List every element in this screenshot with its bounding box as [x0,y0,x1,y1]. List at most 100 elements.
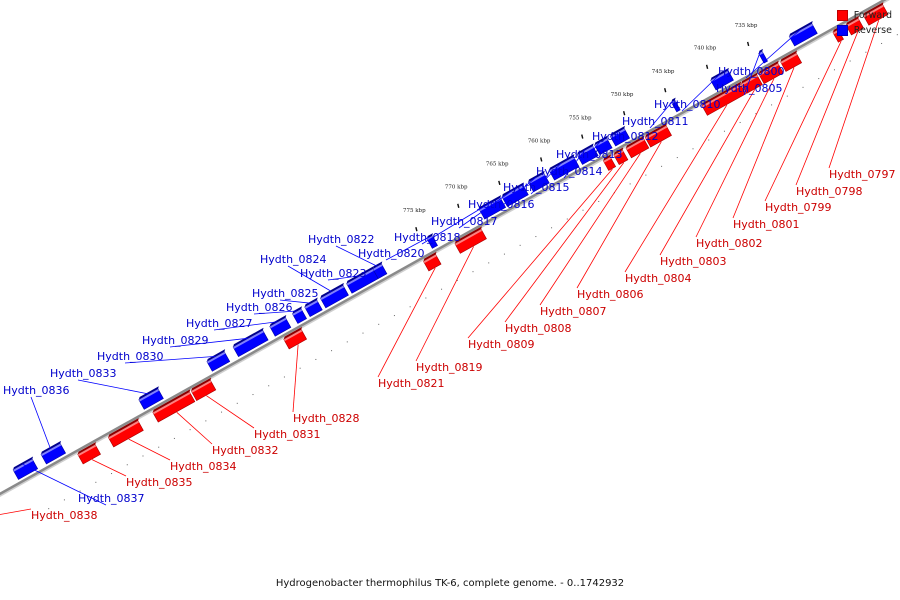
gene-block[interactable] [670,97,682,113]
gene-block[interactable] [548,154,581,181]
gene-label[interactable]: Hydth_0813 [556,148,623,161]
gene-block[interactable] [269,315,293,337]
ruler-tick-label: 745 kbp [652,69,675,75]
gene-block-top [789,21,813,37]
gene-block[interactable] [206,349,232,372]
gene-label[interactable]: Hydth_0821 [378,377,445,390]
gene-label[interactable]: Hydth_0808 [505,322,572,335]
gene-label[interactable]: Hydth_0807 [540,305,607,318]
gene-block[interactable] [319,282,350,309]
gene-block[interactable] [780,50,804,72]
gene-label[interactable]: Hydth_0815 [503,181,570,194]
gene-label[interactable]: Hydth_0800 [718,65,785,78]
gene-block[interactable] [788,21,819,47]
gene-label[interactable]: Hydth_0804 [625,272,692,285]
gene-label-layer: Hydth_0797 Hydth_0798 Hydth_0799 Hydth_0800… [0,20,896,522]
gene-label[interactable]: Hydth_0812 [592,130,659,143]
gene-block[interactable] [478,195,507,220]
gene-label[interactable]: Hydth_0826 [226,301,293,314]
ruler-tick-mark [581,134,584,139]
gene-label[interactable]: Hydth_0833 [50,367,117,380]
gene-block[interactable] [283,326,309,350]
gene-label[interactable]: Hydth_0803 [660,255,727,268]
gene-label[interactable]: Hydth_0832 [212,444,279,457]
gene-label[interactable]: Hydth_0809 [468,338,535,351]
gene-label[interactable]: Hydth_0816 [468,198,535,211]
ruler-dot [299,367,301,369]
ruler-tick-mark [746,41,750,47]
gene-block[interactable] [527,170,551,193]
gene-leader-line [504,162,625,323]
gene-block[interactable] [602,154,617,171]
gene-block-highlight [701,84,742,108]
gene-label[interactable]: Hydth_0825 [252,287,319,300]
gene-label[interactable]: Hydth_0814 [536,165,603,178]
gene-label[interactable]: Hydth_0827 [186,317,253,330]
gene-block[interactable] [845,15,865,36]
gene-label[interactable]: Hydth_0828 [293,412,360,425]
gene-label[interactable]: Hydth_0823 [300,267,367,280]
gene-label[interactable]: Hydth_0836 [3,384,70,397]
ruler-tick-label: 760 kbp [528,138,551,144]
gene-block[interactable] [454,226,488,254]
gene-block-highlight [846,18,860,28]
ruler-tick: 735 kbp [735,23,758,47]
gene-label[interactable]: Hydth_0798 [796,185,863,198]
gene-label[interactable]: Hydth_0811 [622,115,689,128]
gene-leader-line [385,236,430,261]
gene-label[interactable]: Hydth_0824 [260,253,327,266]
gene-block-top [626,135,645,149]
gene-label[interactable]: Hydth_0819 [416,361,483,374]
gene-block[interactable] [138,386,165,410]
gene-block-highlight [613,150,624,157]
gene-block[interactable] [625,135,651,159]
gene-label[interactable]: Hydth_0802 [696,237,763,250]
gene-label[interactable]: Hydth_0805 [716,82,783,95]
gene-block[interactable] [701,81,747,116]
gene-block[interactable] [758,48,770,64]
gene-leader-line [458,190,513,229]
gene-label[interactable]: Hydth_0818 [394,231,461,244]
gene-label[interactable]: Hydth_0820 [358,247,425,260]
gene-label[interactable]: Hydth_0835 [126,476,193,489]
gene-block[interactable] [40,440,67,465]
gene-label[interactable]: Hydth_0831 [254,428,321,441]
gene-label[interactable]: Hydth_0799 [765,201,832,214]
gene-block[interactable] [644,123,673,148]
ruler-tick-label: 765 kbp [486,162,509,168]
gene-leader-line [421,202,490,245]
gene-block[interactable] [422,251,442,272]
gene-label[interactable]: Hydth_0797 [829,168,896,181]
gene-block[interactable] [232,327,270,358]
ruler-dot [252,394,254,396]
gene-label[interactable]: Hydth_0830 [97,350,164,363]
gene-block[interactable] [501,182,530,207]
gene-label[interactable]: Hydth_0834 [170,460,237,473]
gene-label[interactable]: Hydth_0829 [142,334,209,347]
gene-block[interactable] [863,2,890,26]
gene-label[interactable]: Hydth_0837 [78,492,145,505]
gene-label[interactable]: Hydth_0810 [654,98,721,111]
gene-block[interactable] [152,389,197,423]
gene-block[interactable] [346,266,380,294]
gene-label[interactable]: Hydth_0801 [733,218,800,231]
gene-block-top [701,81,742,106]
gene-block[interactable] [107,418,145,448]
gene-block[interactable] [77,441,103,465]
gene-label[interactable]: Hydth_0822 [308,233,375,246]
gene-block-highlight [423,254,437,264]
ruler-dot [786,95,788,97]
gene-block[interactable] [190,377,217,402]
gene-block-top [233,327,264,348]
gene-label[interactable]: Hydth_0806 [577,288,644,301]
gene-block-body [845,18,865,36]
gene-block[interactable] [291,306,308,324]
ruler-dot [362,332,364,334]
gene-label[interactable]: Hydth_0817 [431,215,498,228]
gene-block[interactable] [758,60,785,85]
gene-block[interactable] [613,147,630,166]
gene-label[interactable]: Hydth_0838 [31,509,98,522]
gene-block[interactable] [304,297,324,318]
gene-block-highlight [780,53,798,64]
